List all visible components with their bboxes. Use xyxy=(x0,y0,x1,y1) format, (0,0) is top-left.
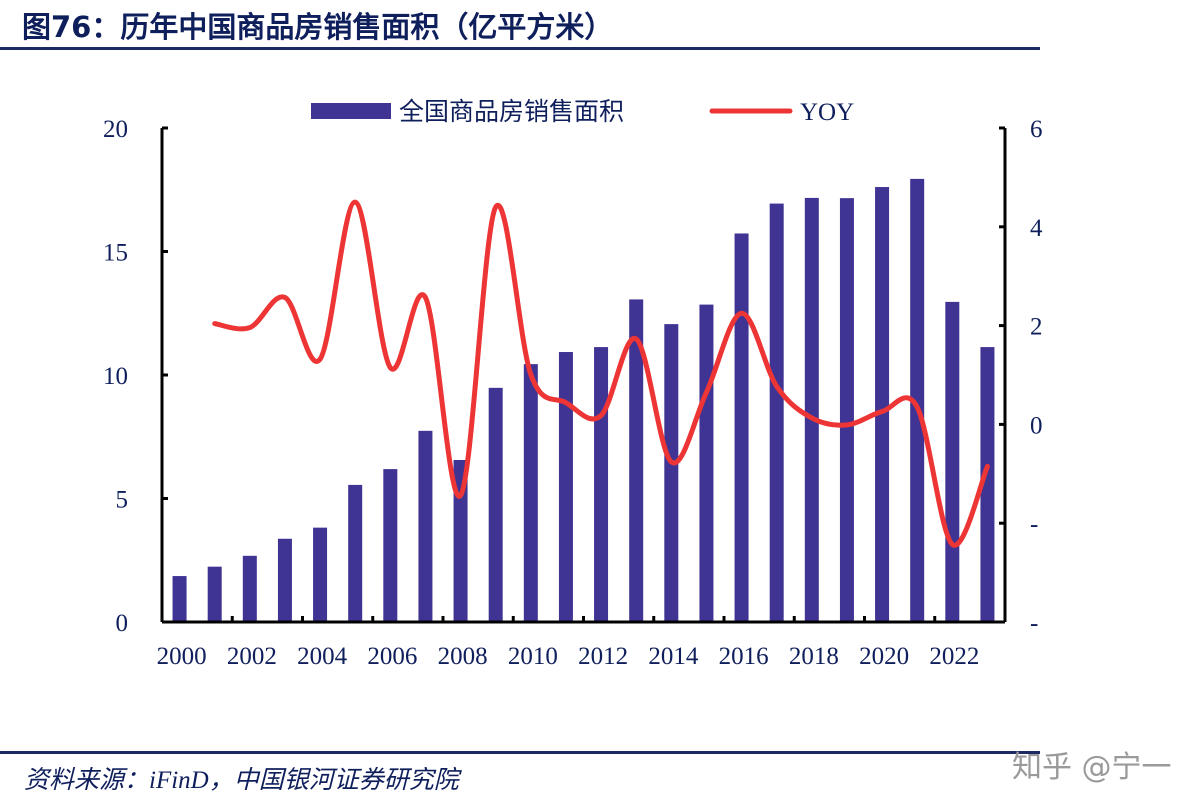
bar-2015 xyxy=(699,304,714,622)
x-tick-label: 2018 xyxy=(789,643,839,670)
right-tick-label: - xyxy=(1030,511,1038,538)
source-note: 资料来源：iFinD，中国银河证券研究院 xyxy=(24,767,459,794)
bar-2016 xyxy=(734,233,749,622)
bar-2009 xyxy=(488,387,503,622)
right-mask xyxy=(1043,100,1191,640)
bar-2011 xyxy=(558,352,573,622)
x-tick-label: 2006 xyxy=(367,643,417,670)
x-tick-label: 2022 xyxy=(929,643,979,670)
bar-2010 xyxy=(523,364,538,622)
bar-2006 xyxy=(383,469,398,622)
bar-2000 xyxy=(172,576,187,622)
left-tick-label: 10 xyxy=(103,363,128,390)
x-tick-label: 2020 xyxy=(859,643,909,670)
right-tick-label: 4 xyxy=(1030,215,1043,242)
x-tick-label: 2002 xyxy=(227,643,277,670)
legend-line-label: YOY xyxy=(800,99,854,126)
right-tick-label: 6 xyxy=(1030,116,1043,143)
x-tick-label: 2010 xyxy=(508,643,558,670)
bar-2008 xyxy=(453,459,468,622)
right-tick-label: 0 xyxy=(1030,412,1043,439)
bar-2018 xyxy=(804,197,819,622)
x-tick-label: 2012 xyxy=(578,643,628,670)
left-tick-label: 0 xyxy=(116,610,129,637)
bar-2001 xyxy=(207,566,222,622)
chart-title: 图76：历年中国商品房销售面积（亿平方米） xyxy=(22,10,614,44)
x-tick-label: 2014 xyxy=(648,643,699,670)
x-tick-label: 2000 xyxy=(157,643,207,670)
title-rule xyxy=(0,47,1040,50)
bar-2002 xyxy=(242,555,257,622)
footer-rule xyxy=(0,751,1040,754)
bar-2017 xyxy=(769,203,784,622)
bar-2019 xyxy=(839,198,854,622)
yoy-line xyxy=(212,199,990,548)
bar-2004 xyxy=(313,527,328,622)
x-tick-label: 2016 xyxy=(719,643,769,670)
bar-2022 xyxy=(945,301,960,622)
legend-bar-swatch xyxy=(311,103,391,119)
left-tick-label: 15 xyxy=(103,240,128,267)
bar-2014 xyxy=(664,324,679,622)
right-tick-label: - xyxy=(1030,610,1038,637)
bar-2023 xyxy=(980,347,995,622)
left-tick-label: 20 xyxy=(103,116,128,143)
right-tick-label: 2 xyxy=(1030,314,1043,341)
bar-2021 xyxy=(910,178,925,622)
bar-2013 xyxy=(629,299,644,622)
bar-2007 xyxy=(418,430,433,622)
bar-2005 xyxy=(348,484,363,622)
x-tick-label: 2004 xyxy=(297,643,348,670)
watermark: 知乎 @宁一 xyxy=(1012,750,1172,785)
x-tick-label: 2008 xyxy=(438,643,488,670)
legend-bar-label: 全国商品房销售面积 xyxy=(399,97,624,126)
bar-2003 xyxy=(277,538,292,622)
bar-2012 xyxy=(594,347,609,622)
bar-2020 xyxy=(875,187,890,622)
left-tick-label: 5 xyxy=(116,487,129,514)
